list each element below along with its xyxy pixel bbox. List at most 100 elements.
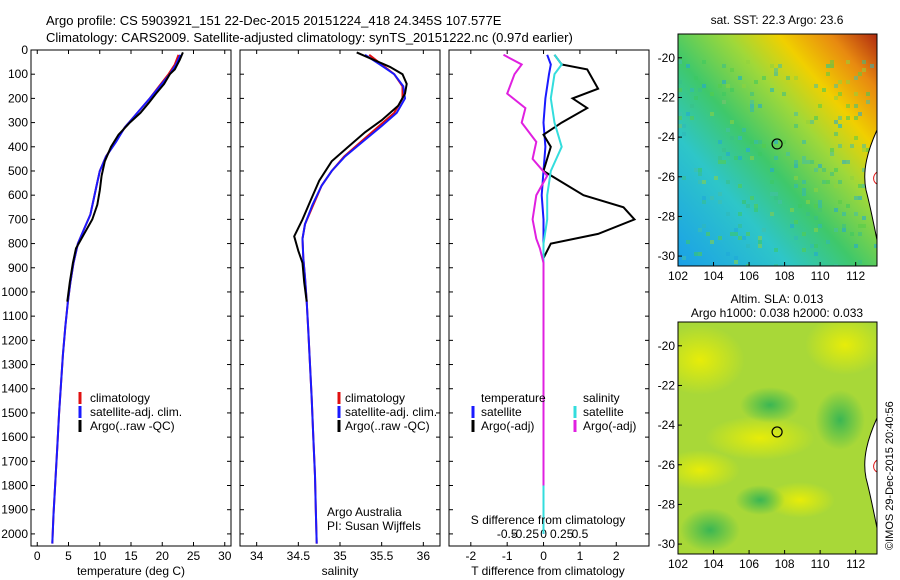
sst-pixel xyxy=(738,136,742,140)
sst-pixel xyxy=(786,76,790,80)
sst-pixel xyxy=(698,168,702,172)
sst-pixel xyxy=(862,216,866,220)
x-tick-label: 5 xyxy=(65,549,72,563)
sst-pixel xyxy=(746,204,750,208)
sst-pixel xyxy=(874,244,877,248)
sst-pixel xyxy=(842,224,846,228)
sst-pixel xyxy=(866,92,870,96)
sst-pixel xyxy=(818,204,822,208)
sst-pixel xyxy=(690,116,694,120)
sst-pixel xyxy=(694,96,698,100)
sst-pixel xyxy=(830,148,834,152)
sst-pixel xyxy=(774,196,778,200)
sst-pixel xyxy=(702,60,706,64)
sst-pixel xyxy=(774,248,778,252)
sst-pixel xyxy=(702,224,706,228)
sst-pixel xyxy=(794,124,798,128)
sst-pixel xyxy=(830,60,834,64)
sst-pixel xyxy=(818,224,822,228)
x-tick-label: 2 xyxy=(613,549,620,563)
depth-tick-label: 400 xyxy=(8,140,28,154)
sst-pixel xyxy=(758,244,762,248)
sst-pixel xyxy=(858,260,862,264)
sst-pixel xyxy=(854,104,858,108)
sst-pixel xyxy=(774,72,778,76)
sst-pixel xyxy=(698,172,702,176)
sst-pixel xyxy=(822,88,826,92)
difference-depth-ticks xyxy=(449,49,649,535)
sla-anomaly xyxy=(735,485,785,515)
sst-pixel xyxy=(722,92,726,96)
sst-pixel xyxy=(698,180,702,184)
sst-pixel xyxy=(698,228,702,232)
sst-pixel xyxy=(818,200,822,204)
sst-pixel xyxy=(746,264,750,266)
sst-pixel xyxy=(802,232,806,236)
sst-pixel xyxy=(750,104,754,108)
lon-tick-label: 102 xyxy=(668,557,688,571)
sst-pixel xyxy=(834,184,838,188)
temperature-plot-frame xyxy=(30,49,232,547)
sst-pixel xyxy=(762,76,766,80)
sst-pixel xyxy=(746,148,750,152)
depth-tick-label: 1000 xyxy=(1,285,28,299)
sst-pixel xyxy=(742,84,746,88)
lat-tick-label: -30 xyxy=(658,249,676,263)
sst-pixel xyxy=(794,220,798,224)
depth-tick-label: 1900 xyxy=(1,503,28,517)
lon-tick-label: 108 xyxy=(775,269,795,283)
s-difference-axis: -0.5-0.25 0 0.250.5 xyxy=(497,527,589,541)
difference-plot-frame xyxy=(448,49,650,547)
x-tick-label: 34.5 xyxy=(287,549,311,563)
s-tick-label: 0.5 xyxy=(572,527,589,541)
sst-pixel xyxy=(854,136,858,140)
series-line xyxy=(301,53,407,544)
depth-tick-label: 300 xyxy=(8,116,28,130)
sst-pixel xyxy=(826,240,830,244)
lon-tick-label: 112 xyxy=(846,557,865,571)
sla-map-panel: Altim. SLA: 0.013 Argo h1000: 0.038 h200… xyxy=(658,292,878,571)
sst-pixel xyxy=(838,80,842,84)
sla-longitude-axis: 102 104 106 108 110 112 xyxy=(668,550,866,571)
sst-pixel xyxy=(714,176,718,180)
sst-map-title: sat. SST: 22.3 Argo: 23.6 xyxy=(711,13,844,27)
x-tick-label: 25 xyxy=(187,549,201,563)
salinity-depth-ticks xyxy=(240,49,440,535)
x-tick-label: -1 xyxy=(502,549,513,563)
sst-map-panel: sat. SST: 22.3 Argo: 23.6 102 104 106 108 11… xyxy=(658,13,878,283)
sst-pixel xyxy=(718,200,722,204)
depth-tick-label: 1600 xyxy=(1,430,28,444)
sst-pixel xyxy=(866,148,870,152)
sst-pixel xyxy=(834,120,838,124)
sla-anomaly xyxy=(678,450,740,490)
depth-tick-label: 1500 xyxy=(1,406,28,420)
sst-pixel xyxy=(818,208,822,212)
legend-label-temp-argo: Argo(-adj) xyxy=(481,419,534,433)
sst-pixel xyxy=(838,144,842,148)
sst-pixel xyxy=(814,204,818,208)
figure-title-line1: Argo profile: CS 5903921_151 22-Dec-2015… xyxy=(46,13,502,28)
sst-pixel xyxy=(746,232,750,236)
lat-tick-label: -20 xyxy=(658,51,676,65)
argo-float-marker xyxy=(771,426,783,438)
sst-pixel xyxy=(838,92,842,96)
sst-pixel xyxy=(770,180,774,184)
sst-pixel xyxy=(754,204,758,208)
sla-anomaly xyxy=(765,482,835,518)
sst-pixel xyxy=(722,64,726,68)
series-line xyxy=(293,51,408,302)
sst-pixel xyxy=(814,228,818,232)
sst-pixel xyxy=(710,240,714,244)
sst-pixel xyxy=(722,148,726,152)
coastline-detail xyxy=(873,459,877,473)
sst-pixel xyxy=(694,252,698,256)
sst-latitude-axis: -20 -22 -24 -26 -28 -30 xyxy=(658,51,682,263)
sst-texture xyxy=(678,60,877,266)
sst-pixel xyxy=(794,236,798,240)
sst-pixel xyxy=(730,232,734,236)
sst-pixel xyxy=(722,80,726,84)
sst-pixel xyxy=(710,112,714,116)
temperature-legend: climatology satellite-adj. clim. Argo(..… xyxy=(78,391,182,433)
sst-pixel xyxy=(838,116,842,120)
sst-pixel xyxy=(798,204,802,208)
